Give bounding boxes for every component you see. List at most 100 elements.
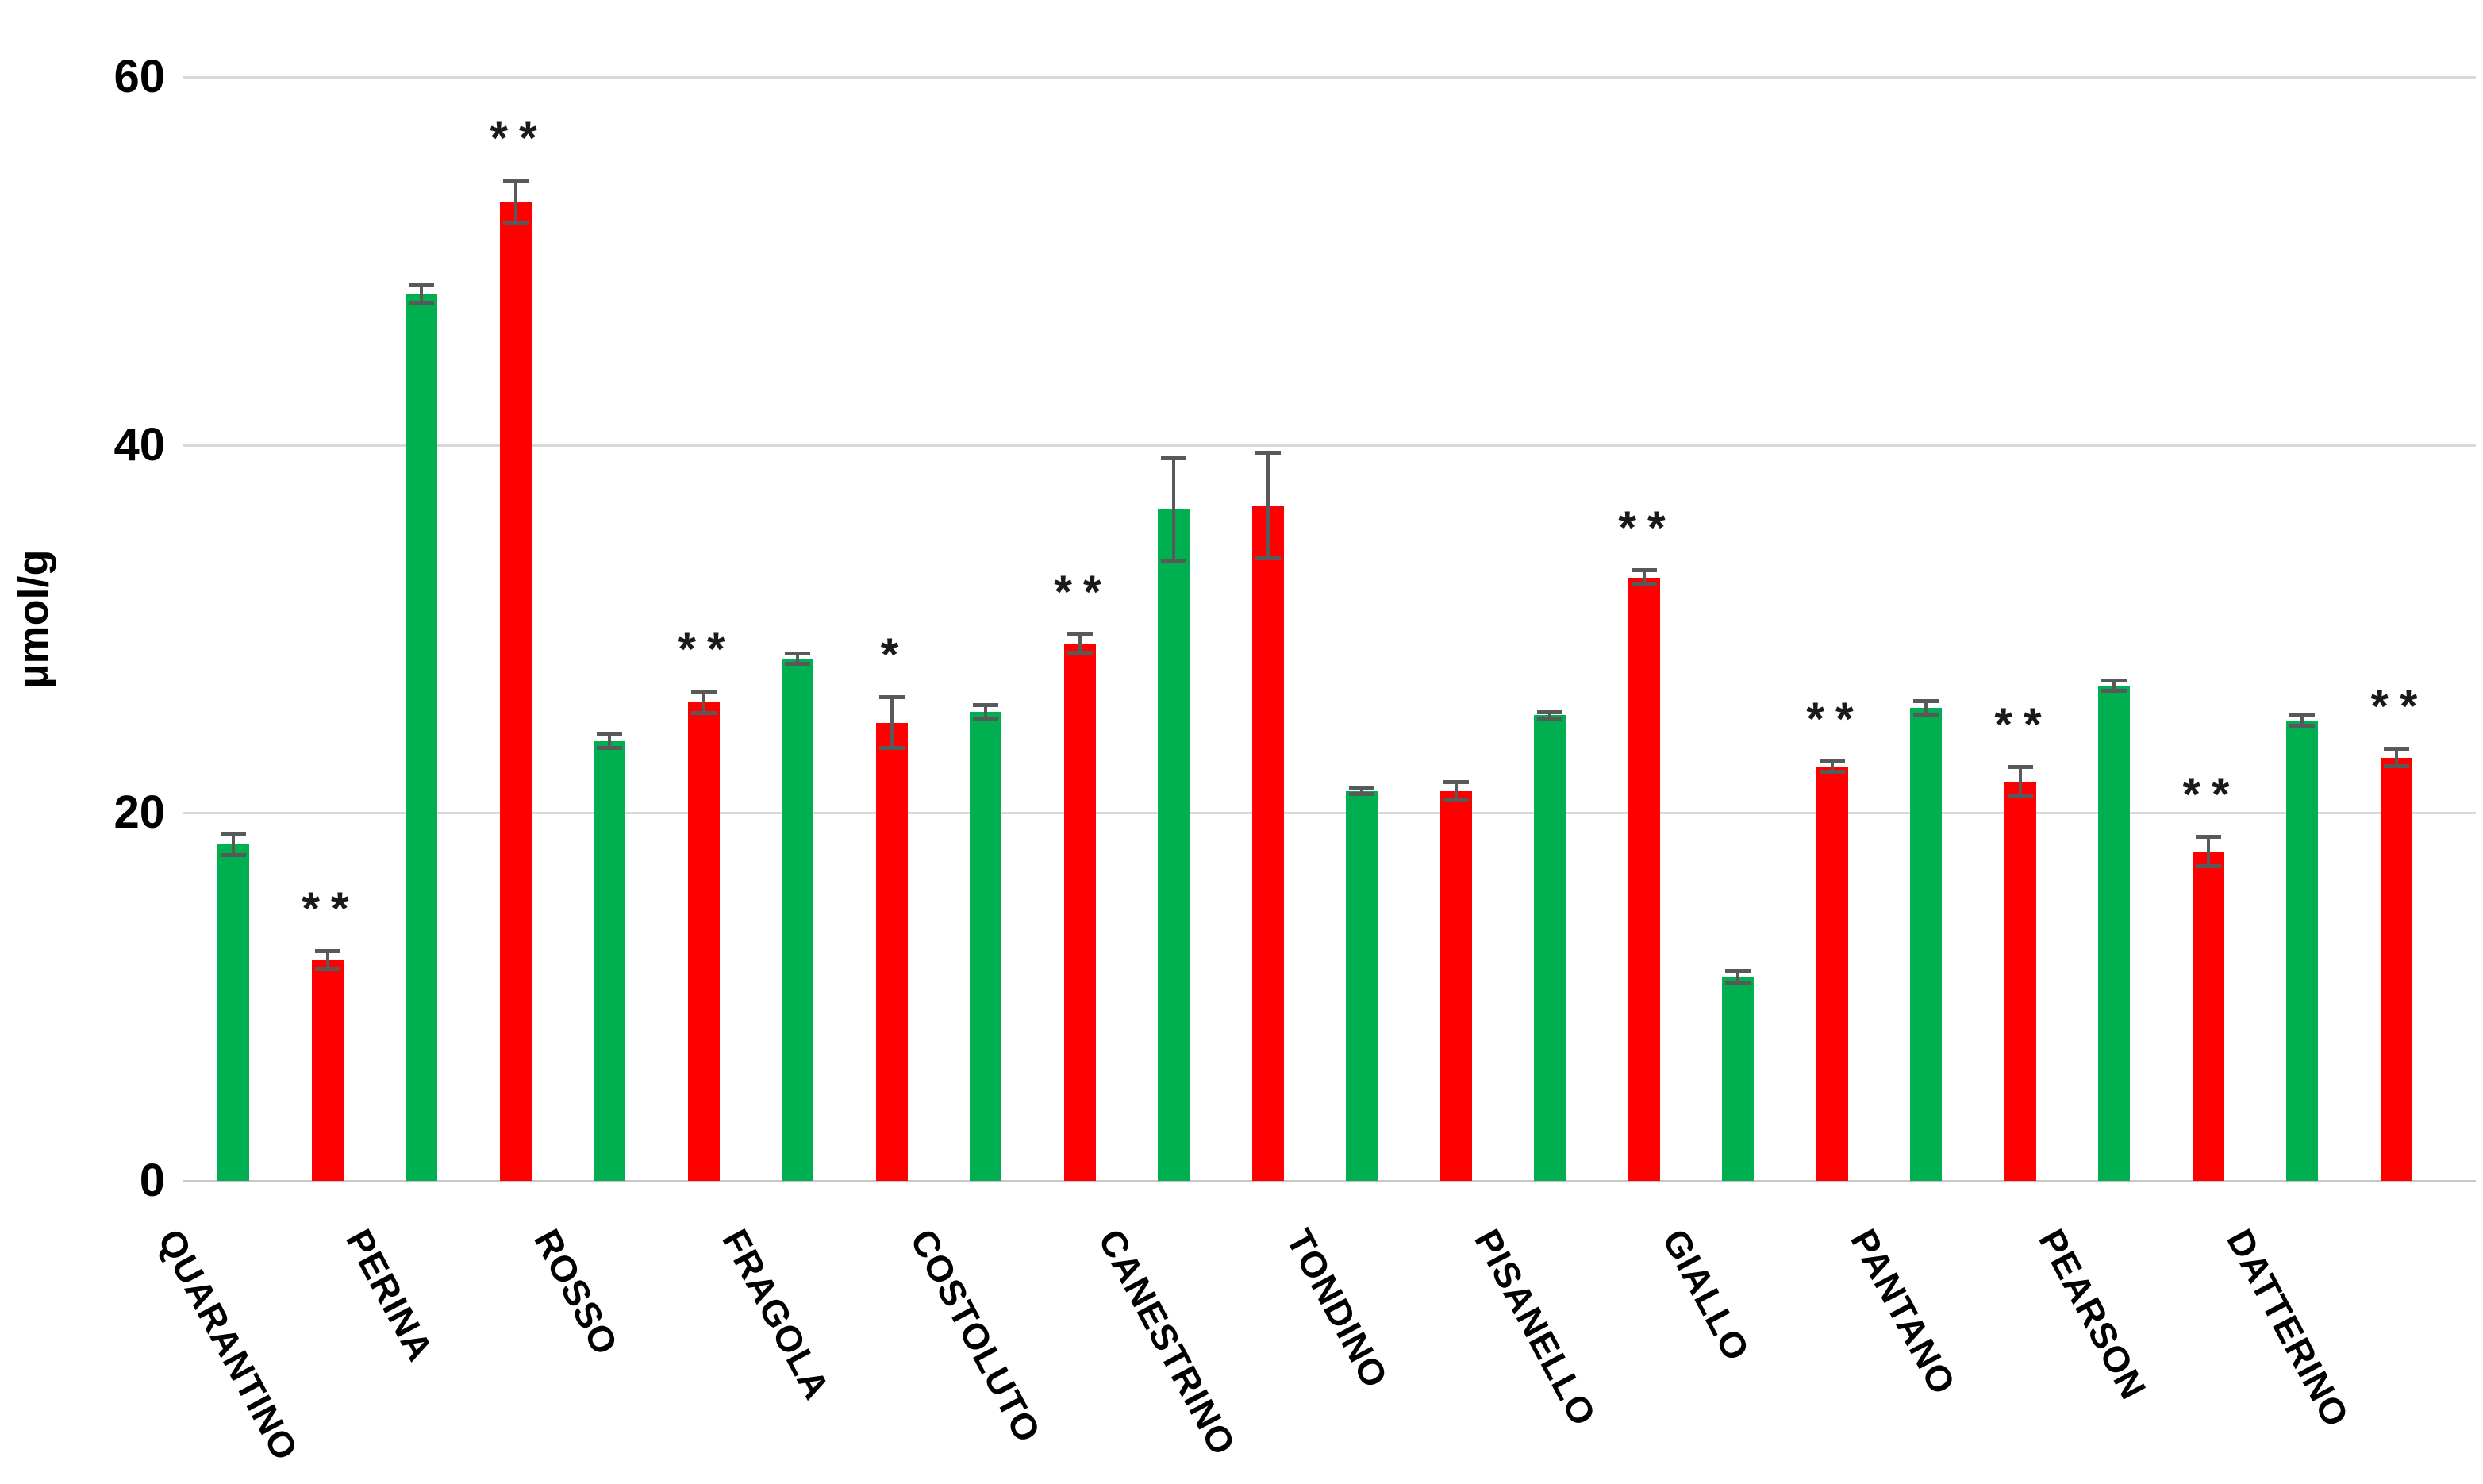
significance-marker-giallo: ** [1806,694,1865,746]
error-bar-costoluto-red [1078,634,1082,653]
error-bar-pantano-red [2019,767,2022,797]
error-bar-pisanello-red [1643,570,1646,585]
error-cap-top-perina-red [503,178,529,183]
error-cap-top-fragola-green [785,651,810,655]
significance-marker-costoluto: ** [1054,567,1113,619]
significance-marker-perina: ** [490,112,548,164]
error-cap-top-tondino-green [1349,785,1374,790]
significance-marker-pisanello: ** [1618,502,1677,555]
significance-marker-quarantino: ** [302,883,360,936]
error-cap-top-costoluto-red [1067,632,1093,637]
error-cap-top-giallo-green [1725,968,1751,973]
error-bar-rosso-red [702,691,705,714]
error-bar-perina-green [420,284,423,304]
error-bar-perina-red [514,179,517,225]
bar-canestrino-green [1158,509,1190,1181]
bar-perina-green [406,294,437,1181]
error-bar-giallo-red [1831,761,1834,773]
significance-marker-pearson: ** [2182,769,2241,821]
error-cap-bottom-quarantino-green [221,852,246,857]
error-cap-bottom-perina-red [503,221,529,226]
error-cap-top-quarantino-green [221,831,246,836]
y-tick-label-0: 0 [139,1155,165,1206]
error-cap-bottom-rosso-green [597,746,622,751]
error-cap-bottom-pisanello-green [1537,717,1562,721]
bar-perina-red [500,202,532,1181]
bar-pearson-green [2098,686,2130,1181]
gridline-0 [183,1180,2476,1182]
error-cap-bottom-pantano-red [2008,794,2033,798]
bar-pantano-green [1910,708,1942,1181]
bar-tondino-red [1440,790,1472,1181]
bar-pantano-red [2004,781,2036,1181]
bar-giallo-red [1816,767,1848,1181]
x-axis-label-canestrino: CANESTRINO [1090,1222,1244,1463]
error-cap-top-datterino-red [2384,747,2409,752]
error-cap-bottom-giallo-red [1820,770,1845,775]
x-axis-label-perina: PERINA [338,1222,442,1368]
bar-giallo-green [1722,976,1754,1181]
error-cap-top-pisanello-red [1632,568,1657,573]
error-cap-bottom-quarantino-red [315,967,340,971]
x-axis-label-rosso: ROSSO [526,1222,627,1363]
error-cap-bottom-perina-green [409,301,434,306]
error-cap-top-pearson-red [2196,835,2221,840]
error-cap-bottom-pearson-red [2196,863,2221,868]
significance-marker-datterino: ** [2370,681,2429,733]
error-bar-tondino-red [1455,781,1458,801]
error-cap-bottom-costoluto-green [973,717,998,721]
error-cap-bottom-canestrino-green [1161,558,1186,563]
error-cap-bottom-costoluto-red [1067,650,1093,655]
error-cap-top-quarantino-red [315,949,340,954]
error-bar-canestrino-red [1266,452,1270,559]
error-bar-giallo-green [1736,970,1739,983]
bar-canestrino-red [1252,506,1284,1181]
error-cap-bottom-canestrino-red [1255,556,1281,561]
error-cap-bottom-tondino-green [1349,792,1374,797]
bar-quarantino-red [312,959,344,1181]
error-cap-top-canestrino-green [1161,456,1186,460]
error-bar-pantano-green [1924,700,1928,716]
error-cap-bottom-fragola-red [879,746,905,751]
error-cap-top-tondino-red [1443,779,1469,784]
error-cap-top-datterino-green [2289,713,2315,718]
error-cap-top-rosso-red [691,690,717,694]
x-axis-label-pisanello: PISANELLO [1466,1222,1605,1433]
bar-costoluto-green [970,711,1001,1181]
error-bar-pearson-red [2207,836,2210,867]
error-cap-top-giallo-red [1820,759,1845,764]
error-cap-bottom-giallo-green [1725,980,1751,985]
error-cap-top-costoluto-green [973,702,998,707]
y-tick-label-20: 20 [113,786,165,839]
bar-datterino-red [2381,757,2412,1181]
x-axis-label-pantano: PANTANO [1843,1222,1964,1401]
error-bar-datterino-red [2395,748,2398,767]
significance-marker-fragola: * [880,629,910,682]
bar-fragola-green [782,658,813,1181]
error-bar-fragola-red [890,697,894,749]
y-tick-label-40: 40 [113,418,165,471]
bar-costoluto-red [1064,644,1096,1181]
bar-pearson-red [2193,852,2224,1181]
x-axis-label-tondino: TONDINO [1278,1222,1397,1395]
gridline-20 [183,812,2476,815]
error-cap-top-perina-green [409,283,434,287]
x-axis-label-datterino: DATTERINO [2219,1222,2358,1434]
bar-rosso-green [594,740,625,1181]
error-cap-bottom-datterino-red [2384,764,2409,769]
error-bar-pisanello-green [1548,711,1551,720]
significance-marker-rosso: ** [678,624,736,676]
bar-tondino-green [1346,790,1378,1181]
bar-fragola-red [876,722,908,1181]
error-cap-top-pantano-green [1913,698,1939,703]
error-cap-top-fragola-red [879,695,905,700]
y-axis-title: µmol/g [10,549,57,689]
bar-quarantino-green [217,844,249,1181]
error-cap-top-pisanello-green [1537,709,1562,714]
error-cap-top-pantano-red [2008,765,2033,770]
error-bar-quarantino-red [326,951,329,970]
x-axis-label-fragola: FRAGOLA [714,1222,839,1406]
error-bar-tondino-green [1360,786,1363,795]
gridline-60 [183,76,2476,79]
